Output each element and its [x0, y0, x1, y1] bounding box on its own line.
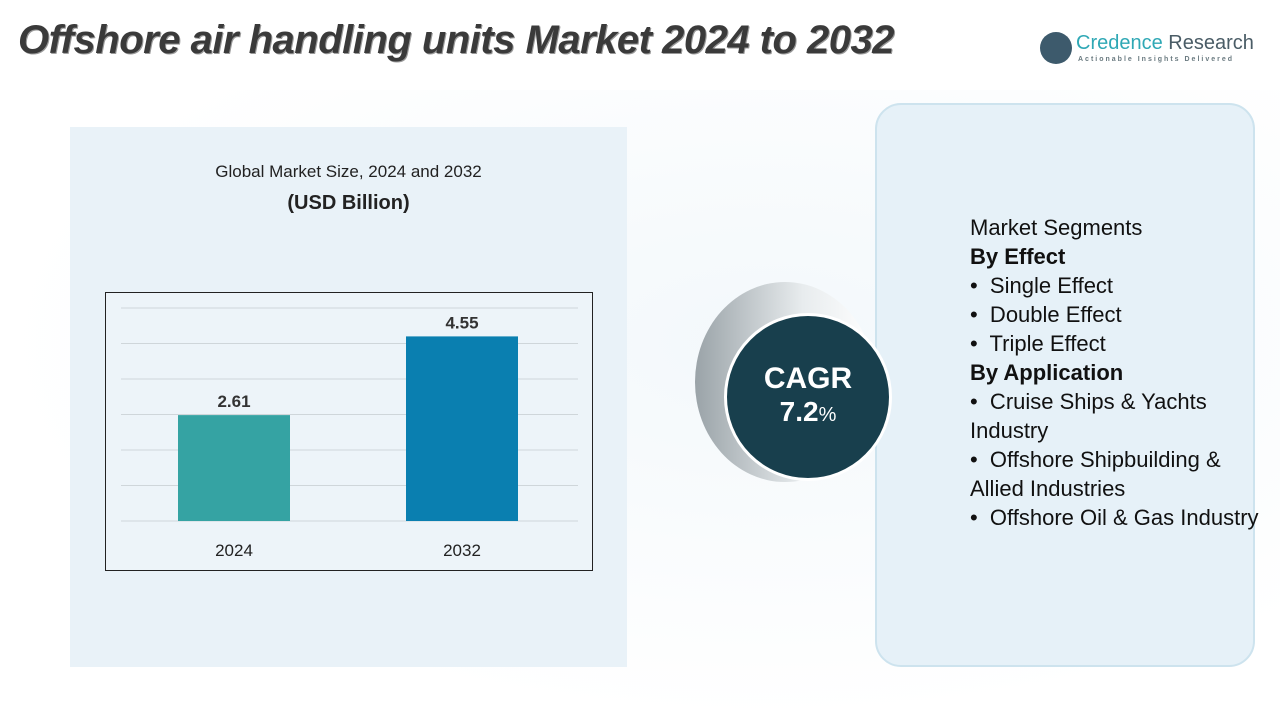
- logo-tagline: Actionable Insights Delivered: [1078, 56, 1235, 63]
- x-tick-label: 2024: [215, 541, 253, 560]
- cagr-badge: CAGR 7.2%: [724, 313, 892, 481]
- data-label: 2.61: [217, 392, 250, 411]
- bar-chart: 2.61 2024 4.55 2032: [121, 307, 578, 560]
- cagr-unit: %: [818, 404, 837, 426]
- cagr-label: CAGR: [763, 362, 853, 395]
- segment-group-heading: By Effect: [970, 244, 1066, 269]
- segments-panel: [875, 103, 1255, 667]
- page-title: Offshore air handling units Market 2024 …: [18, 18, 895, 62]
- segment-item: • Single Effect: [970, 273, 1114, 298]
- chart-subtitle: (USD Billion): [287, 192, 410, 214]
- segment-item: • Double Effect: [970, 302, 1122, 327]
- segment-item: • Cruise Ships & Yachts Industry: [970, 389, 1213, 443]
- chart-box: 2.61 2024 4.55 2032: [105, 292, 593, 571]
- cagr-value: 7.2: [779, 396, 819, 427]
- logo-name-1: Credence: [1076, 32, 1163, 54]
- bar-2032: [406, 336, 518, 521]
- logo-name-2: Research: [1168, 32, 1254, 54]
- bar-2024: [178, 415, 290, 521]
- segment-item: • Offshore Oil & Gas Industry: [970, 505, 1259, 530]
- chart-title: Global Market Size, 2024 and 2032: [215, 162, 482, 181]
- segment-item: • Offshore Shipbuilding & Allied Industr…: [970, 447, 1226, 501]
- logo-icon: [1040, 32, 1072, 64]
- segment-group-heading: By Application: [970, 360, 1124, 385]
- logo: Credence Research Actionable Insights De…: [1040, 30, 1260, 70]
- market-segments: Market Segments By Effect • Single Effect…: [970, 213, 1260, 532]
- x-tick-label: 2032: [443, 541, 481, 560]
- data-label: 4.55: [445, 313, 478, 332]
- segments-heading: Market Segments: [970, 215, 1143, 240]
- segment-item: • Triple Effect: [970, 331, 1106, 356]
